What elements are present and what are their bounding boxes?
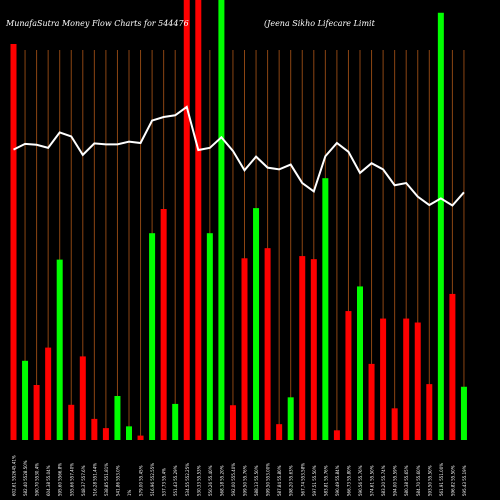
x-tick-label: 550.26 55.40% — [208, 465, 213, 496]
x-tick-label: 583.20 55.74% — [381, 465, 386, 496]
x-tick-label: 516.28 551.44% — [92, 463, 97, 496]
volume-bar-down — [299, 256, 306, 440]
x-tick-label: 594.00 55.59% — [393, 465, 398, 496]
volume-bar-up — [218, 0, 225, 440]
x-tick-label: 595.60 5566.8% — [58, 463, 63, 496]
volume-bars — [10, 0, 467, 440]
volume-bar-down — [33, 385, 40, 440]
volume-bar-down — [79, 356, 86, 440]
x-tick-label: 534.55 552.25% — [185, 463, 190, 496]
volume-bar-up — [172, 403, 179, 440]
x-tick-label: 537.73 55.4% — [162, 468, 167, 496]
volume-bar-up — [126, 426, 132, 440]
volume-bar-up — [253, 208, 260, 440]
volume-bar-down — [102, 428, 109, 440]
volume-bar-down — [195, 0, 202, 440]
x-tick-label: 566.73 55.80% — [346, 465, 351, 496]
x-tick-label: 516.96 552.55% — [150, 463, 155, 496]
volume-bar-up — [357, 286, 363, 440]
volume-bar-down — [391, 408, 398, 440]
x-tick-label: 599.50 553.00% — [266, 463, 271, 496]
volume-bar-down — [380, 318, 387, 440]
x-tick-label: 538.85 551.81% — [104, 463, 109, 496]
x-tick-label: 602.61 552645.41% — [12, 455, 17, 496]
volume-bar-down — [310, 259, 317, 440]
volume-bar-up — [22, 360, 29, 440]
x-tick-label: 1% — [127, 489, 132, 496]
x-tick-label: 593.50 55.50% — [427, 465, 432, 496]
x-tick-label: 595.43 55.19% — [462, 465, 467, 496]
x-tick-label: 568.18 55.20% — [219, 465, 224, 496]
x-tick-label: 574.61 55.50% — [370, 465, 375, 496]
volume-bar-down — [333, 430, 340, 440]
volume-bar-down — [183, 0, 190, 440]
x-tick-label: 555.66 557.40% — [69, 463, 74, 496]
x-tick-label: 567.74 553.58% — [300, 463, 305, 496]
volume-bar-up — [114, 396, 121, 440]
x-tick-label: 590.56 55.76% — [358, 465, 363, 496]
volume-bar-down — [264, 248, 271, 440]
x-tick-label: 592.00 555.40% — [231, 463, 236, 496]
x-tick-label: 596.82 55.50% — [450, 465, 455, 496]
chart-title-left: MunafaSutra Money Flow Charts for 544476 — [5, 19, 189, 28]
volume-bar-down — [426, 384, 433, 440]
volume-bar-up — [206, 233, 213, 440]
volume-bar-down — [414, 322, 421, 440]
x-tick-label: 530.33 55.53% — [196, 465, 201, 496]
volume-bar-up — [460, 386, 467, 440]
x-tick-label: 579.00 55.45% — [139, 465, 144, 496]
x-tick-label: 583.81 55.76% — [323, 465, 328, 496]
x-tick-label: 598.20 55.63% — [289, 465, 294, 496]
volume-bar-up — [149, 233, 156, 440]
x-tick-label: 561.91 551.00% — [439, 463, 444, 496]
volume-bar-down — [160, 209, 167, 440]
volume-bar-down — [45, 347, 52, 440]
x-tick-label: 590.49 55.84% — [335, 465, 340, 496]
volume-bar-up — [56, 259, 63, 440]
volume-bar-down — [91, 418, 98, 440]
x-tick-label: 541.86 553.0% — [115, 465, 120, 496]
volume-bar-down — [229, 405, 236, 440]
x-tick-label: 588.13 55.50% — [254, 465, 259, 496]
volume-bar-down — [345, 311, 352, 440]
volume-bar-down — [241, 258, 248, 440]
volume-bar-up — [287, 397, 294, 440]
chart-title-right: (Jeena Sikho Lifecare Limit — [264, 19, 376, 28]
x-tick-label: 548.37 557.6% — [81, 465, 86, 496]
volume-bar-down — [449, 293, 456, 440]
volume-bar-down — [10, 44, 17, 440]
price-line — [13, 105, 465, 207]
x-tick-label: 597.51 55.50% — [312, 465, 317, 496]
volume-bar-up — [322, 178, 329, 440]
x-tick-label: 582.40 5528.50% — [23, 460, 28, 496]
price-line-layer — [13, 105, 465, 207]
x-tick-label: 580.38 55.65% — [404, 465, 409, 496]
x-tick-label: 551.43 55.29% — [173, 465, 178, 496]
volume-bar-down — [368, 363, 375, 440]
x-tick-label: 599.50 55.76% — [243, 465, 248, 496]
volume-bar-down — [68, 404, 75, 440]
volume-bar-down — [403, 318, 410, 440]
x-tick-labels: 602.61 552645.41% 582.40 5528.50% 590.70 5… — [12, 455, 467, 496]
volume-bar-up — [437, 12, 444, 440]
volume-bar-down — [276, 424, 283, 440]
x-tick-label: 584.70 55.60% — [416, 465, 421, 496]
x-tick-label: 587.84 55.80% — [277, 465, 282, 496]
x-tick-label: 590.70 5530.4% — [35, 463, 40, 496]
volume-bar-down — [137, 435, 144, 440]
x-tick-label: 604.38 55.04% — [46, 465, 51, 496]
